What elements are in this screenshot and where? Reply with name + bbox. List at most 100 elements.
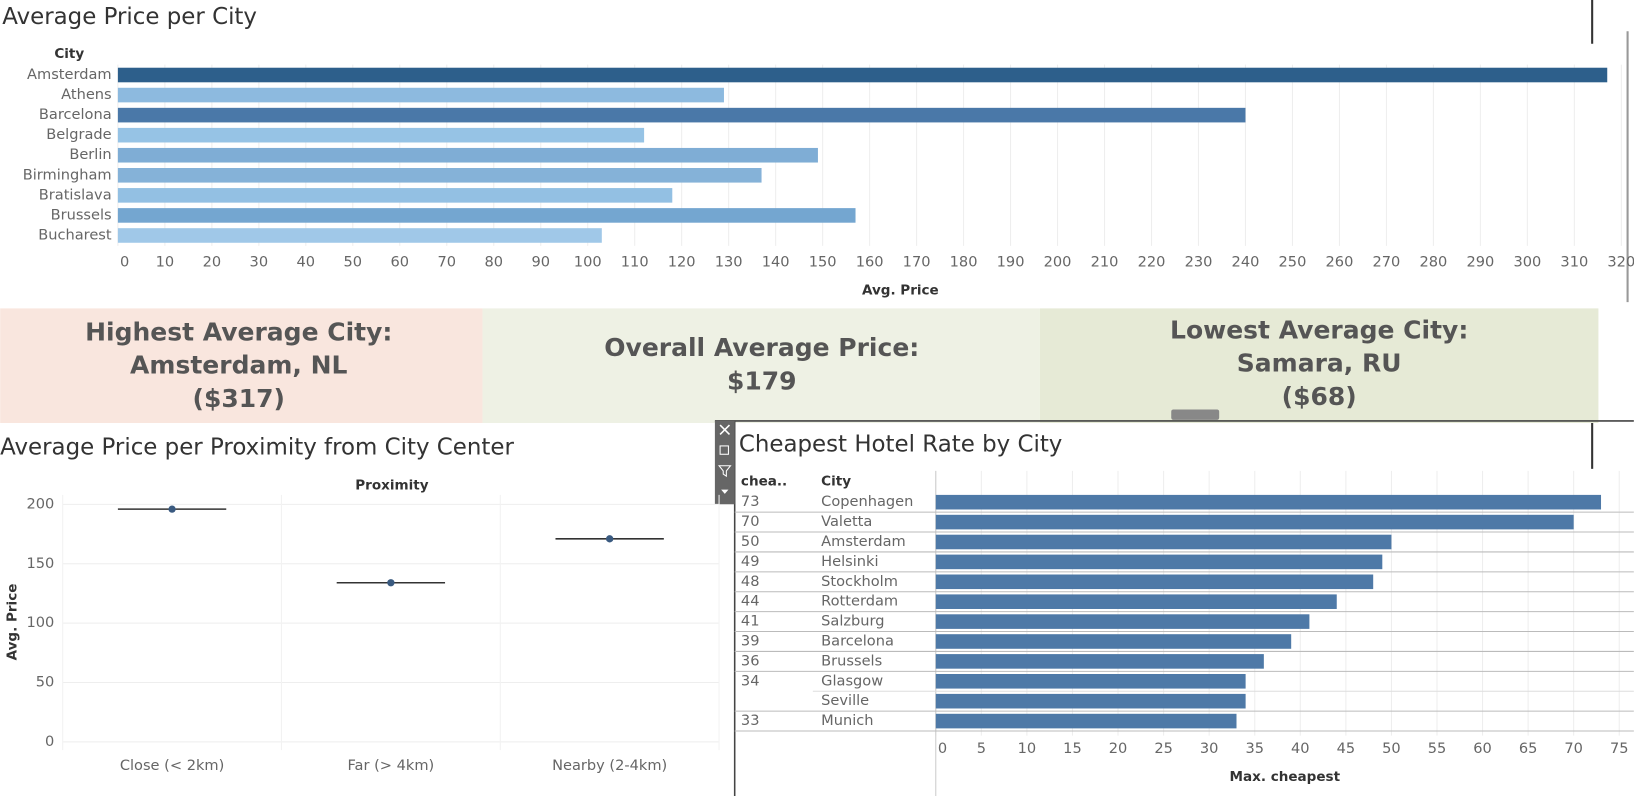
x-tick-label: 320 [1607,254,1634,271]
x-tick-label: 0 [938,740,947,757]
bar [935,594,1337,609]
kpi-panel [0,308,483,424]
bar [935,713,1237,729]
x-tick-label: 180 [950,254,978,271]
kpi-text: Amsterdam, NL [130,351,347,380]
toolbar [714,420,735,505]
y-tick-label: 50 [36,673,55,690]
x-tick-label: 120 [668,254,696,271]
toolbar-bg [714,420,735,505]
x-tick-label: 160 [856,254,884,271]
x-tick-label: 10 [156,254,175,271]
open-icon[interactable] [719,445,729,455]
x-tick-label: 140 [762,254,790,271]
bar [117,127,645,143]
bar [117,147,818,163]
category-label: Athens [61,86,111,103]
y-tick-label: 200 [27,495,55,512]
x-tick-label: 130 [715,254,743,271]
x-tick-label: 50 [1382,740,1401,757]
category-label: Bratislava [39,186,112,203]
x-axis-label: Avg. Price [862,283,939,299]
x-tick-label: 75 [1610,740,1629,757]
bar [117,228,602,243]
x-tick-label: 60 [1473,740,1492,757]
category-label: Rotterdam [821,593,898,610]
y-tick-label: 100 [27,614,55,631]
category-label: Berlin [69,146,111,163]
x-tick-label: Nearby (2-4km) [552,757,667,774]
chart-title: Average Price per Proximity from City Ce… [0,435,514,461]
kpi-text: Samara, RU [1237,349,1402,378]
bar [935,514,1574,530]
bar [935,614,1310,629]
x-tick-label: 150 [809,254,837,271]
kpi-panel [482,308,1040,424]
bar [117,107,1246,123]
x-tick-label: 70 [1564,740,1583,757]
dot [387,579,395,587]
bar [935,654,1264,669]
dot [606,535,614,543]
x-tick-label: 290 [1466,254,1494,271]
x-tick-label: 0 [120,254,129,271]
x-tick-label: 45 [1337,740,1356,757]
value-label: 44 [741,593,760,610]
y-tick-label: 0 [45,733,54,750]
chart-title: Average Price per City [2,4,257,30]
y-tick-label: 150 [27,555,55,572]
x-tick-label: 250 [1279,254,1307,271]
y-axis-label: Avg. Price [5,584,21,661]
x-tick-label: 50 [344,254,363,271]
resize-handle[interactable] [1171,409,1220,420]
x-tick-label: 10 [1018,740,1037,757]
x-tick-label: 210 [1091,254,1119,271]
x-tick-label: 20 [203,254,222,271]
x-tick-label: 20 [1109,740,1128,757]
x-tick-label: 30 [1200,740,1219,757]
menu-icon[interactable] [721,489,729,494]
category-label: Amsterdam [27,66,112,83]
filter-icon[interactable] [717,465,732,478]
kpi-text: Overall Average Price: [604,333,919,362]
x-tick-label: 240 [1232,254,1260,271]
value-label: 36 [741,652,760,669]
category-label: Salzburg [821,613,884,630]
category-label: Bucharest [38,226,112,243]
x-tick-label: 5 [977,740,986,757]
category-label: Birmingham [23,166,112,183]
x-tick-label: 110 [621,254,649,271]
category-label: Stockholm [821,573,898,590]
category-label: Belgrade [46,126,111,143]
x-tick-label: 100 [574,254,602,271]
x-tick-label: Far (> 4km) [347,757,434,774]
bar [935,673,1246,689]
x-tick-label: 65 [1519,740,1538,757]
x-tick-label: Close (< 2km) [120,757,225,774]
category-label: Helsinki [821,553,878,570]
x-tick-label: 90 [531,254,550,271]
x-tick-label: 25 [1154,740,1173,757]
value-label: 49 [741,553,760,570]
x-tick-label: 80 [484,254,503,271]
bar [935,574,1374,590]
chart-title: Cheapest Hotel Rate by City [739,431,1063,457]
bar [935,693,1246,709]
category-label: Amsterdam [821,533,906,550]
category-label: Glasgow [821,672,883,689]
value-label: 39 [741,632,760,649]
value-label: 48 [741,573,760,590]
category-label: Barcelona [821,632,894,649]
x-tick-label: 280 [1419,254,1447,271]
category-label: Brussels [821,652,882,669]
close-icon[interactable] [719,424,731,436]
kpi-panel [1039,308,1599,424]
column-header: City [821,473,851,489]
category-label: Brussels [51,206,112,223]
dot [168,505,176,513]
x-tick-label: 200 [1044,254,1072,271]
x-tick-label: 260 [1326,254,1354,271]
bar [117,188,673,203]
value-label: 34 [741,672,760,689]
